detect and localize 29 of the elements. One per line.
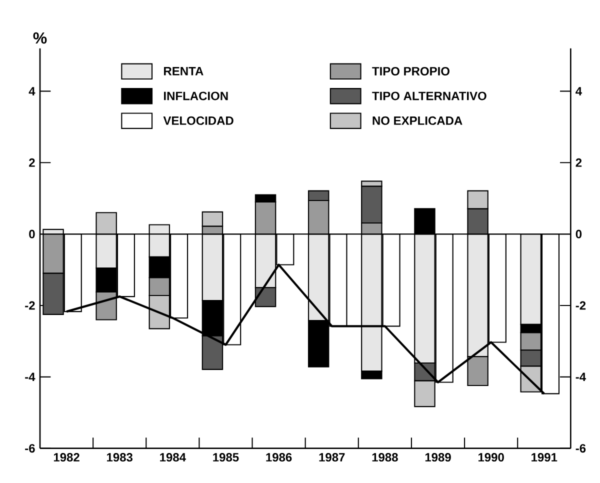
y2-tick-label: 2 xyxy=(576,158,582,167)
legend-label: NO EXPLICADA xyxy=(372,116,462,125)
y-tick-label: 2 xyxy=(29,158,35,167)
y2-tick-label: 4 xyxy=(576,87,582,96)
y-tick-label: -2 xyxy=(25,301,35,310)
y-tick-label: -6 xyxy=(25,444,35,453)
x-tick-label: 1983 xyxy=(107,453,132,462)
legend-label: TIPO ALTERNATIVO xyxy=(372,92,486,100)
x-tick-label: 1982 xyxy=(54,453,80,462)
x-tick-label: 1984 xyxy=(160,453,186,462)
x-tick-label: 1989 xyxy=(425,453,451,462)
y2-tick-label: 0 xyxy=(576,230,582,238)
y2-tick-label: -6 xyxy=(576,444,586,453)
legend-label: INFLACION xyxy=(164,92,228,100)
y-tick-label: 0 xyxy=(29,230,35,238)
y-tick-label: 4 xyxy=(28,87,36,96)
legend-label: TIPO PROPIO xyxy=(372,66,450,76)
y-axis-title: % xyxy=(33,32,47,44)
y2-tick-label: -4 xyxy=(576,372,586,382)
x-tick-label: 1987 xyxy=(319,453,345,462)
x-tick-label: 1991 xyxy=(532,453,558,462)
x-tick-label: 1990 xyxy=(478,453,504,462)
y-tick-label: -4 xyxy=(25,372,36,382)
legend-label: RENTA xyxy=(164,67,204,76)
x-tick-label: 1988 xyxy=(372,453,398,462)
y2-tick-label: -2 xyxy=(576,301,586,310)
x-tick-label: 1985 xyxy=(213,453,239,462)
legend-label: VELOCIDAD xyxy=(163,116,234,125)
x-tick-label: 1986 xyxy=(266,453,292,462)
